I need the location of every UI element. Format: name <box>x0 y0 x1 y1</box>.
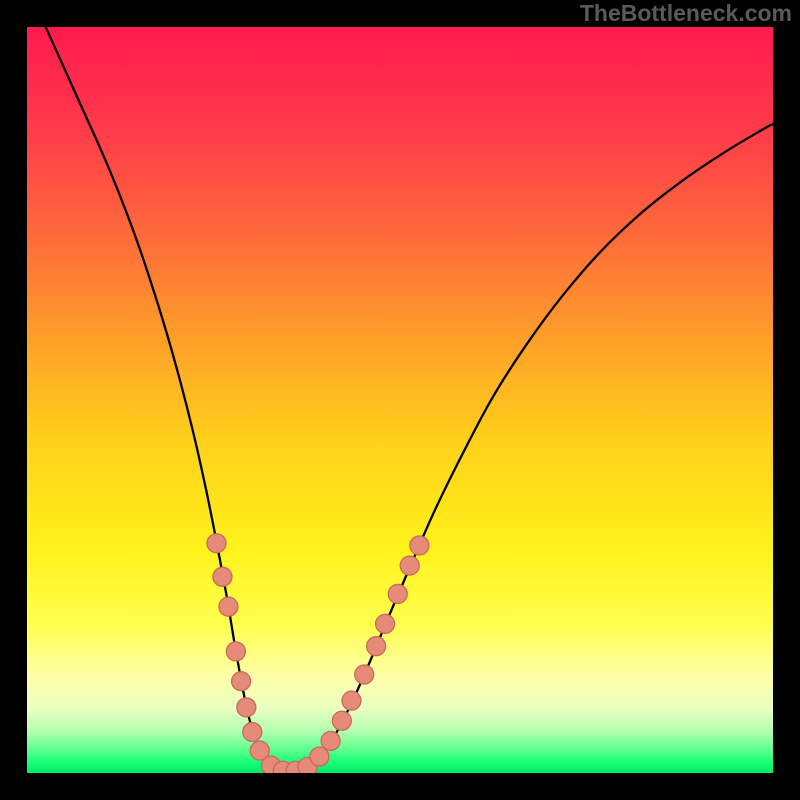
curve-left <box>46 27 288 773</box>
data-marker <box>232 672 251 691</box>
plot-area <box>27 27 773 773</box>
marker-group <box>207 534 429 773</box>
data-marker <box>410 536 429 555</box>
data-marker <box>226 642 245 661</box>
watermark-text: TheBottleneck.com <box>580 0 792 27</box>
data-marker <box>321 731 340 750</box>
data-marker <box>237 698 256 717</box>
chart-canvas: TheBottleneck.com <box>0 0 800 800</box>
data-marker <box>376 614 395 633</box>
data-marker <box>219 597 238 616</box>
data-marker <box>342 691 361 710</box>
data-marker <box>207 534 226 553</box>
data-marker <box>367 637 386 656</box>
data-marker <box>243 722 262 741</box>
data-marker <box>388 584 407 603</box>
data-marker <box>213 567 232 586</box>
data-marker <box>332 711 351 730</box>
data-marker <box>355 665 374 684</box>
curve-layer <box>27 27 773 773</box>
data-marker <box>400 556 419 575</box>
